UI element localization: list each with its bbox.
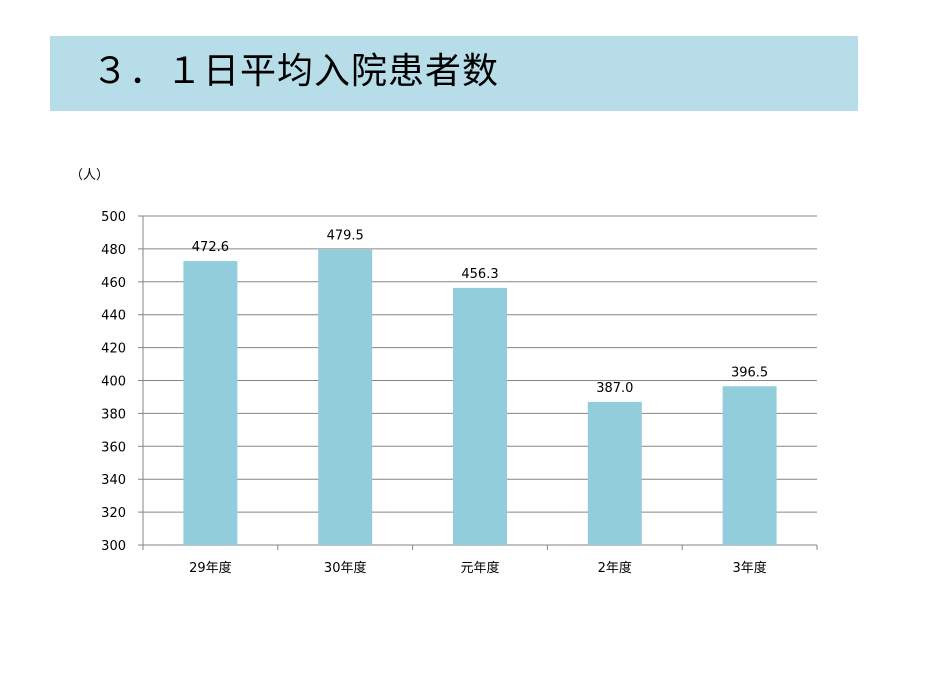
data-label: 472.6 — [192, 240, 229, 255]
bar — [453, 287, 507, 545]
y-tick-label: 300 — [101, 539, 126, 554]
y-tick-label: 380 — [101, 407, 126, 422]
data-label: 396.5 — [731, 365, 768, 380]
bar — [183, 261, 238, 545]
y-tick-label: 340 — [101, 473, 126, 488]
x-tick-label: 2年度 — [598, 560, 632, 576]
x-tick-label: 29年度 — [189, 560, 232, 576]
y-tick-label: 460 — [101, 276, 126, 291]
y-axis-unit-label: （人） — [70, 168, 110, 183]
x-tick-label: 3年度 — [732, 560, 766, 576]
y-tick-label: 480 — [101, 243, 126, 258]
y-tick-label: 360 — [101, 440, 126, 455]
data-label: 456.3 — [461, 267, 498, 282]
x-tick-label: 30年度 — [324, 560, 367, 576]
y-tick-label: 440 — [101, 309, 126, 324]
data-label: 479.5 — [327, 229, 364, 244]
y-tick-label: 500 — [101, 210, 126, 225]
data-label: 387.0 — [596, 381, 633, 396]
y-tick-label: 400 — [101, 375, 126, 390]
x-tick-label: 元年度 — [460, 560, 499, 576]
bar — [722, 386, 777, 545]
page-title: ３．１日平均入院患者数 — [92, 51, 500, 92]
y-tick-label: 320 — [101, 506, 126, 521]
bar — [318, 249, 373, 545]
title-banner: ３．１日平均入院患者数 — [50, 36, 858, 111]
y-tick-label: 420 — [101, 342, 126, 357]
bar — [587, 401, 642, 545]
